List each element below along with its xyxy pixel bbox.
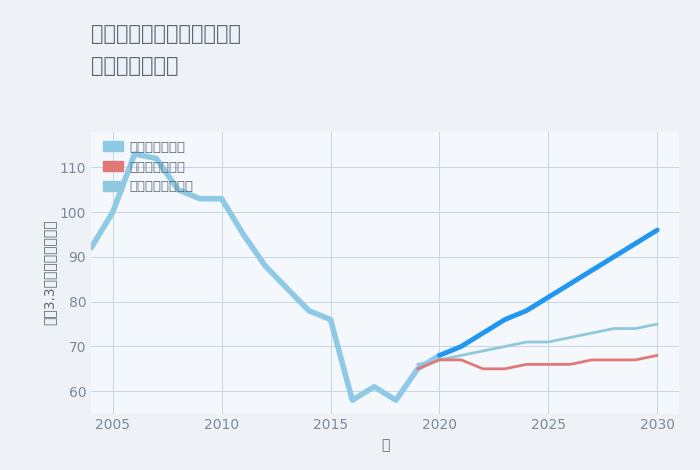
Y-axis label: 坪（3.3㎡）単価（万円）: 坪（3.3㎡）単価（万円） bbox=[43, 220, 57, 325]
X-axis label: 年: 年 bbox=[381, 438, 389, 452]
Text: 神奈川県伊勢原市小稲葉の: 神奈川県伊勢原市小稲葉の bbox=[91, 24, 241, 44]
Legend: グッドシナリオ, バッドシナリオ, ノーマルシナリオ: グッドシナリオ, バッドシナリオ, ノーマルシナリオ bbox=[104, 141, 194, 193]
Text: 土地の価格推移: 土地の価格推移 bbox=[91, 56, 178, 77]
